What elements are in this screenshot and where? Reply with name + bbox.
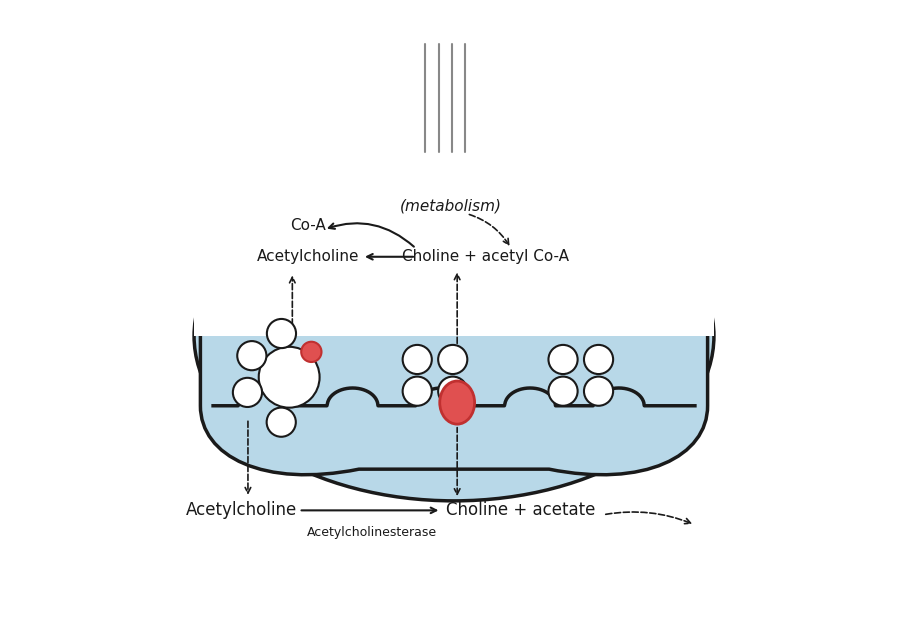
- Circle shape: [584, 377, 613, 406]
- Ellipse shape: [194, 171, 714, 501]
- Polygon shape: [194, 0, 714, 336]
- Circle shape: [584, 345, 613, 374]
- Circle shape: [548, 377, 577, 406]
- Text: Acetylcholinesterase: Acetylcholinesterase: [307, 526, 437, 539]
- Circle shape: [439, 345, 468, 374]
- Ellipse shape: [439, 381, 475, 424]
- Text: Choline + acetyl Co-A: Choline + acetyl Co-A: [402, 249, 569, 264]
- Circle shape: [267, 408, 296, 437]
- Circle shape: [402, 345, 432, 374]
- Text: Acetylcholine: Acetylcholine: [186, 501, 297, 519]
- Circle shape: [402, 377, 432, 406]
- Text: Choline + acetate: Choline + acetate: [446, 501, 596, 519]
- Text: Acetylcholine: Acetylcholine: [257, 249, 360, 264]
- Circle shape: [237, 341, 266, 370]
- Circle shape: [267, 319, 296, 348]
- Circle shape: [548, 345, 577, 374]
- Circle shape: [439, 377, 468, 406]
- Circle shape: [301, 342, 321, 362]
- Circle shape: [259, 347, 320, 408]
- Text: (metabolism): (metabolism): [400, 198, 502, 214]
- Circle shape: [232, 378, 262, 407]
- Text: Co-A: Co-A: [291, 217, 326, 233]
- PathPatch shape: [201, 32, 707, 475]
